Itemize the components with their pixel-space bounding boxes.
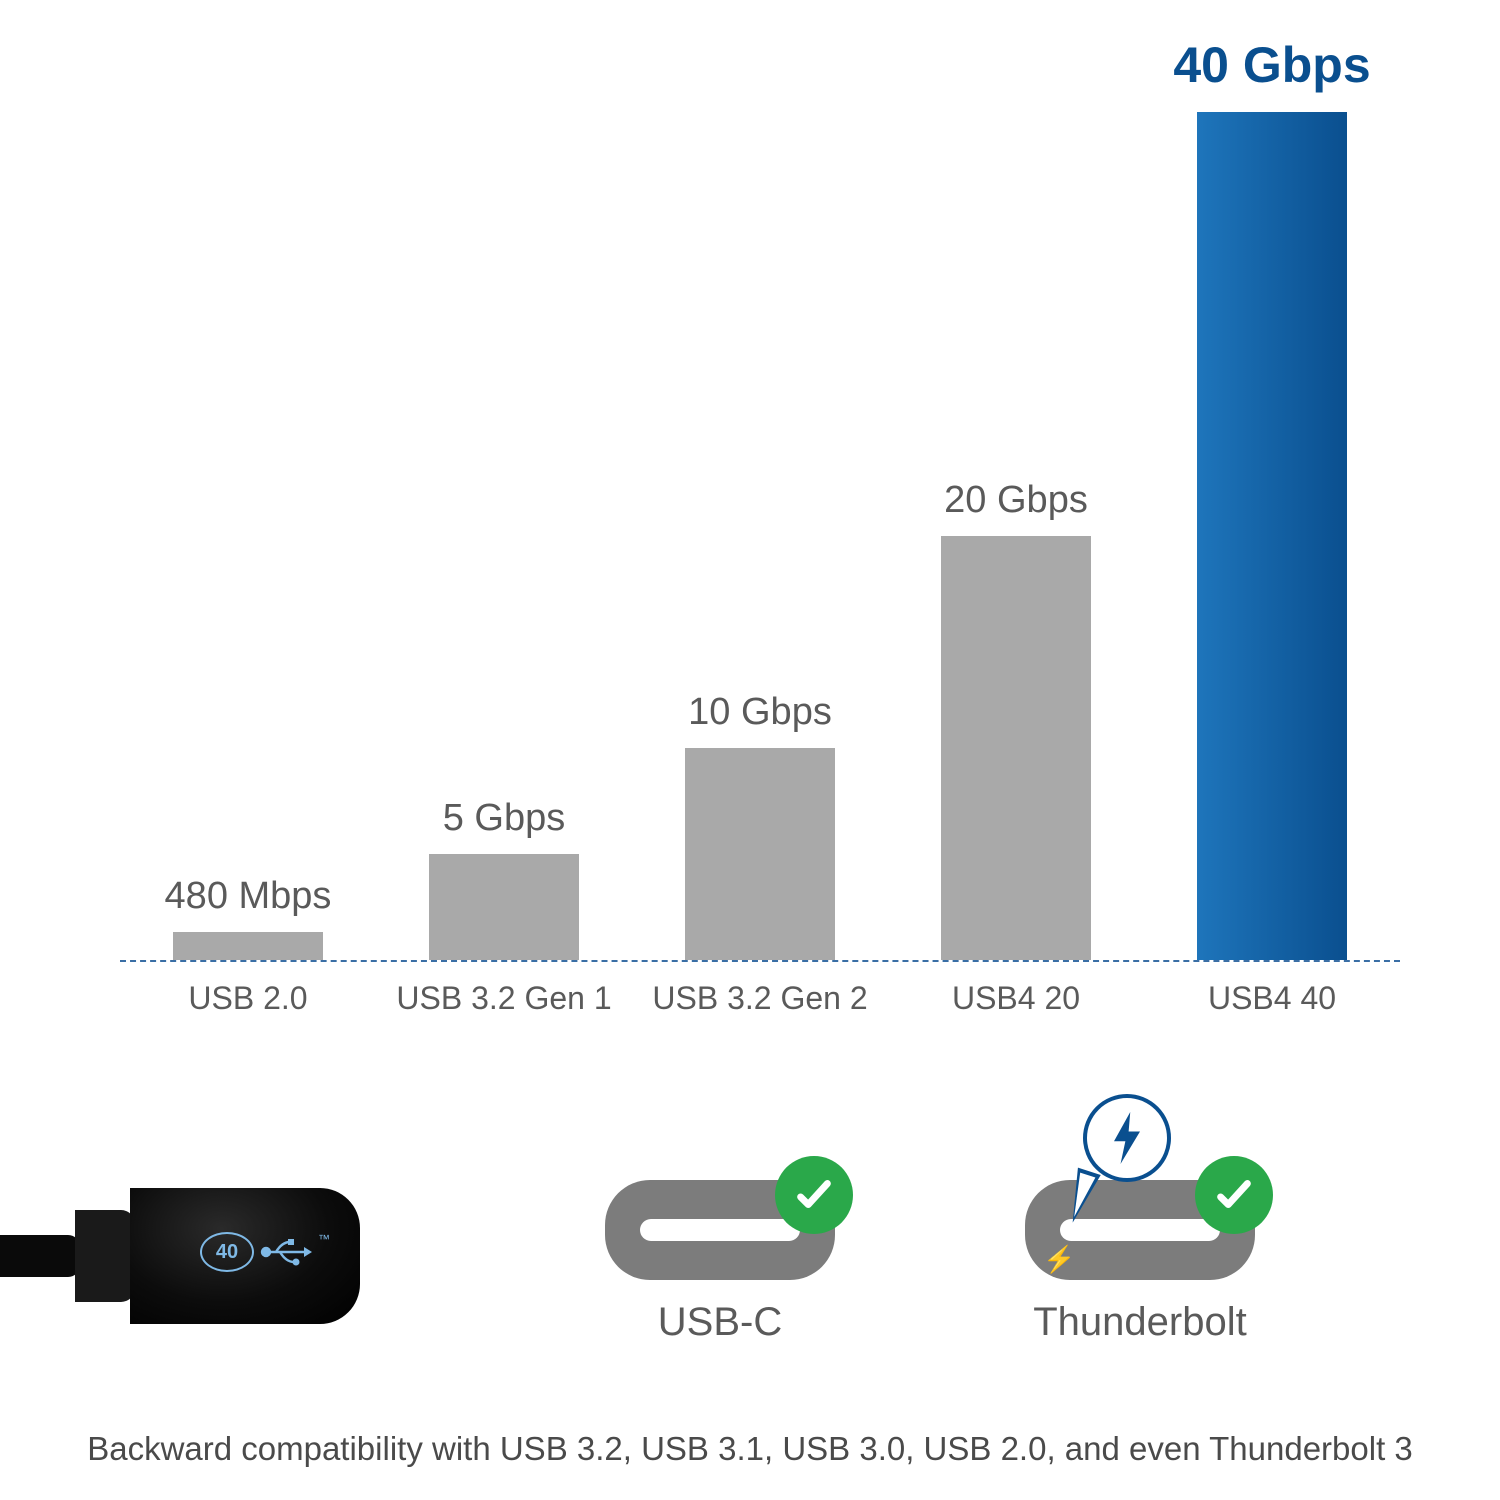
usb-c-connector-icon: USB-C — [570, 1180, 870, 1345]
bar-value-label: 40 Gbps — [1144, 36, 1400, 94]
connector-label: USB-C — [570, 1300, 870, 1345]
check-icon — [1195, 1156, 1273, 1234]
bar-category-label: USB 2.0 — [120, 980, 376, 1017]
bar — [429, 854, 579, 960]
usb4-40-logo-icon: 40™ — [200, 1232, 330, 1272]
bar — [173, 932, 323, 960]
bar-slot: 40 Gbps — [1144, 80, 1400, 960]
connector-label: Thunderbolt — [990, 1300, 1290, 1345]
usb4-cable-icon: 40™ — [0, 1180, 360, 1330]
speed-bar-chart: 480 Mbps5 Gbps 10 Gbps 20 Gbps40 Gbps — [120, 80, 1400, 960]
footer-compat-text: Backward compatibility with USB 3.2, USB… — [0, 1430, 1500, 1468]
thunderbolt-connector-icon: ⚡ Thunderbolt — [990, 1180, 1290, 1345]
compatibility-row: 40™ USB-C ⚡ Thunderbolt — [0, 1140, 1500, 1400]
bar-category-label: USB 3.2 Gen 1 — [376, 980, 632, 1017]
chart-baseline — [120, 960, 1400, 962]
bar-slot: 5 Gbps — [376, 80, 632, 960]
bar-category-label: USB 3.2 Gen 2 — [632, 980, 888, 1017]
thunderbolt-callout-icon — [1083, 1094, 1171, 1182]
bar-slot: 20 Gbps — [888, 80, 1144, 960]
bar-value-label: 10 Gbps — [632, 691, 888, 734]
bar — [941, 536, 1091, 960]
bar-slot: 10 Gbps — [632, 80, 888, 960]
bar — [685, 748, 835, 960]
bar-value-label: 480 Mbps — [120, 875, 376, 918]
bar-category-label: USB4 20 — [888, 980, 1144, 1017]
thunderbolt-spark-icon: ⚡ — [1043, 1244, 1075, 1275]
bar-slot: 480 Mbps — [120, 80, 376, 960]
bar-value-label: 20 Gbps — [888, 479, 1144, 522]
bar-category-label: USB4 40 — [1144, 980, 1400, 1017]
bar — [1197, 112, 1347, 960]
check-icon — [775, 1156, 853, 1234]
bar-value-label: 5 Gbps — [376, 797, 632, 840]
